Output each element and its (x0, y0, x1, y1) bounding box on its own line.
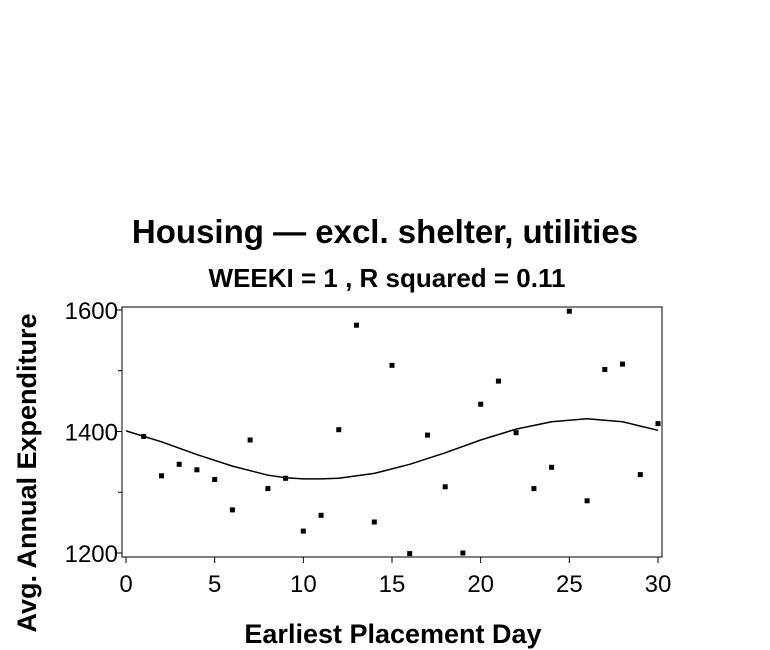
data-point (229, 507, 235, 513)
x-tick-label: 30 (645, 571, 672, 598)
data-point (371, 519, 377, 525)
chart-subtitle: WEEKI = 1 , R squared = 0.11 (209, 263, 566, 293)
x-tick-label: 15 (379, 571, 406, 598)
data-point (300, 528, 306, 534)
data-point (194, 467, 200, 473)
chart-title: Housing — excl. shelter, utilities (132, 213, 638, 250)
data-point (336, 427, 342, 433)
data-point (602, 367, 608, 372)
data-point (566, 308, 572, 314)
data-point (283, 475, 289, 481)
y-axis-label: Avg. Annual Expenditure (12, 313, 42, 632)
data-point (425, 432, 430, 438)
data-point (176, 461, 182, 467)
data-point (407, 551, 413, 557)
x-tick-label: 20 (467, 571, 494, 598)
plot-frame (121, 306, 663, 558)
points-layer (141, 308, 661, 557)
x-tick-label: 25 (556, 571, 583, 598)
x-axis-label: Earliest Placement Day (244, 619, 541, 649)
data-point (159, 473, 164, 479)
data-point (495, 378, 501, 384)
data-point (247, 437, 253, 443)
data-point (531, 486, 537, 492)
data-point (513, 430, 519, 436)
x-tick-label: 0 (119, 571, 132, 598)
fit-curve (125, 417, 659, 480)
data-point (318, 512, 324, 518)
y-tick-label: 1400 (65, 420, 118, 447)
data-point (265, 486, 271, 492)
x-axis: 0 5 10 15 20 25 30 (119, 557, 671, 598)
data-point (549, 464, 555, 470)
data-point (212, 477, 218, 482)
data-point (478, 401, 484, 407)
data-point (389, 362, 395, 368)
y-tick-label: 1600 (65, 298, 118, 325)
x-tick-label: 5 (208, 571, 221, 598)
data-point (442, 484, 448, 490)
data-point (354, 322, 359, 328)
data-point (460, 550, 466, 556)
fit-curve-layer (125, 417, 659, 480)
y-tick-label: 1200 (65, 541, 118, 568)
x-tick-label: 10 (290, 571, 317, 598)
y-axis: 1200 1400 1600 (65, 298, 122, 568)
data-point (141, 433, 147, 439)
data-point (655, 421, 661, 427)
data-point (637, 472, 643, 478)
data-point (620, 361, 625, 367)
data-point (584, 498, 590, 504)
